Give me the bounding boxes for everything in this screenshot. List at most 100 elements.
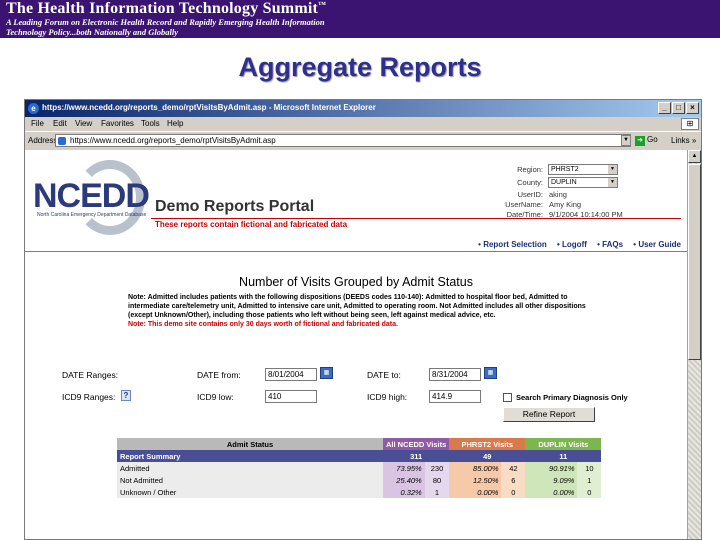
help-icon[interactable]: ?: [121, 390, 131, 401]
web-page: NCEDD North Carolina Emergency Departmen…: [25, 150, 687, 539]
username-value: Amy King: [549, 200, 582, 209]
region-label: Region:: [517, 165, 543, 174]
primary-diagnosis-label: Search Primary Diagnosis Only: [516, 393, 628, 402]
nav-report-selection[interactable]: • Report Selection: [478, 240, 547, 249]
portal-nav: • Report Selection • Logoff • FAQs • Use…: [470, 240, 681, 249]
minimize-button[interactable]: _: [658, 102, 671, 114]
row-county-count[interactable]: 0: [577, 486, 602, 498]
report-title: Number of Visits Grouped by Admit Status: [239, 275, 473, 289]
window-title: https://www.ncedd.org/reports_demo/rptVi…: [42, 103, 376, 112]
menu-edit[interactable]: Edit: [53, 119, 67, 128]
calendar-icon[interactable]: ▦: [320, 367, 333, 379]
menu-tools[interactable]: Tools: [141, 119, 160, 128]
divider: [25, 251, 687, 252]
nav-faqs[interactable]: • FAQs: [597, 240, 624, 249]
userid-label: UserID:: [517, 190, 543, 199]
county-label: County:: [517, 178, 543, 187]
table-header-row: Admit Status All NCEDD Visits PHRST2 Vis…: [117, 438, 602, 450]
slide-banner: The Health Information Technology Summit…: [0, 0, 720, 38]
chevron-down-icon: ▼: [608, 165, 617, 174]
nav-user-guide[interactable]: • User Guide: [633, 240, 681, 249]
refine-report-button[interactable]: Refine Report: [503, 407, 595, 422]
menu-view[interactable]: View: [75, 119, 93, 128]
userid-value: aking: [549, 190, 567, 199]
row-region-count[interactable]: 6: [501, 474, 526, 486]
report-note: Note: Admitted includes patients with th…: [128, 293, 598, 329]
portal-disclaimer: These reports contain fictional and fabr…: [155, 220, 348, 229]
menu-file[interactable]: File: [31, 119, 44, 128]
go-arrow-icon: ➜: [635, 136, 645, 146]
row-status: Admitted: [117, 462, 383, 474]
scroll-up-icon[interactable]: ▲: [688, 150, 701, 163]
summary-region-total: 49: [449, 450, 526, 462]
row-county-percent: 9.09%: [525, 474, 578, 486]
header-region-visits: PHRST2 Visits: [449, 438, 526, 450]
icd9-high-input[interactable]: 414.9: [429, 390, 481, 403]
summary-all-total: 311: [383, 450, 450, 462]
icd9-high-label: ICD9 high:: [367, 392, 408, 402]
ncedd-logo: NCEDD: [33, 177, 150, 215]
row-all-percent: 25.40%: [383, 474, 425, 486]
icd9-low-label: ICD9 low:: [197, 392, 234, 402]
row-all-percent: 73.95%: [383, 462, 425, 474]
address-bar: Address https://www.ncedd.org/reports_de…: [25, 131, 701, 149]
menu-bar: File Edit View Favorites Tools Help ⊞: [25, 117, 701, 131]
row-county-count[interactable]: 10: [577, 462, 602, 474]
ncedd-logo-subtitle: North Carolina Emergency Department Data…: [37, 212, 147, 218]
row-county-count[interactable]: 1: [577, 474, 602, 486]
links-button[interactable]: Links »: [671, 136, 697, 145]
row-all-percent: 0.32%: [383, 486, 425, 498]
primary-diagnosis-checkbox[interactable]: [503, 393, 512, 402]
county-select[interactable]: DUPLIN ▼: [548, 177, 618, 188]
vertical-scrollbar[interactable]: ▲: [687, 150, 701, 539]
report-demo-note: Note: This demo site contains only 30 da…: [128, 321, 398, 328]
row-region-count[interactable]: 42: [501, 462, 526, 474]
summary-row: Report Summary 311 49 11: [117, 450, 602, 462]
close-button[interactable]: ×: [686, 102, 699, 114]
address-dropdown-icon[interactable]: ▼: [621, 135, 631, 146]
datetime-label: Date/Time:: [506, 210, 543, 219]
row-region-percent: 85.00%: [449, 462, 502, 474]
scroll-thumb[interactable]: [688, 164, 701, 360]
divider: [151, 218, 681, 219]
windows-logo-icon: ⊞: [681, 118, 699, 130]
region-select[interactable]: PHRST2 ▼: [548, 164, 618, 175]
go-button[interactable]: ➜ Go: [635, 135, 658, 146]
row-status: Unknown / Other: [117, 486, 383, 498]
address-input[interactable]: https://www.ncedd.org/reports_demo/rptVi…: [55, 134, 631, 147]
ie-icon: e: [28, 103, 39, 114]
icd9-ranges-label: ICD9 Ranges:: [62, 392, 116, 402]
header-admit-status: Admit Status: [117, 438, 383, 450]
browser-window: e https://www.ncedd.org/reports_demo/rpt…: [24, 99, 702, 540]
datetime-value: 9/1/2004 10:14:00 PM: [549, 210, 623, 219]
row-all-count[interactable]: 1: [424, 486, 450, 498]
row-all-count[interactable]: 80: [424, 474, 450, 486]
page-icon: [58, 137, 66, 145]
row-status: Not Admitted: [117, 474, 383, 486]
icd9-low-input[interactable]: 410: [265, 390, 317, 403]
table-row: Admitted 73.95% 230 85.00% 42 90.91% 10: [117, 462, 602, 474]
table-row: Unknown / Other 0.32% 1 0.00% 0 0.00% 0: [117, 486, 602, 498]
row-region-count[interactable]: 0: [501, 486, 526, 498]
date-from-input[interactable]: 8/01/2004: [265, 368, 317, 381]
maximize-button[interactable]: □: [672, 102, 685, 114]
row-all-count[interactable]: 230: [424, 462, 450, 474]
nav-logoff[interactable]: • Logoff: [557, 240, 587, 249]
table-row: Not Admitted 25.40% 80 12.50% 6 9.09% 1: [117, 474, 602, 486]
calendar-icon[interactable]: ▦: [484, 367, 497, 379]
date-from-label: DATE from:: [197, 370, 241, 380]
menu-help[interactable]: Help: [167, 119, 184, 128]
date-ranges-label: DATE Ranges:: [62, 370, 119, 380]
summary-label: Report Summary: [117, 450, 383, 462]
browser-titlebar: e https://www.ncedd.org/reports_demo/rpt…: [25, 100, 701, 117]
summary-table: Admit Status All NCEDD Visits PHRST2 Vis…: [117, 438, 602, 498]
address-label: Address: [28, 136, 58, 145]
banner-subtitle: A Leading Forum on Electronic Health Rec…: [6, 17, 325, 37]
banner-title: The Health Information Technology Summit…: [6, 0, 327, 17]
header-all-visits: All NCEDD Visits: [383, 438, 450, 450]
summary-county-total: 11: [525, 450, 602, 462]
menu-favorites[interactable]: Favorites: [101, 119, 134, 128]
date-to-input[interactable]: 8/31/2004: [429, 368, 481, 381]
ncedd-logo-swirl: [75, 160, 145, 235]
username-label: UserName:: [505, 200, 543, 209]
